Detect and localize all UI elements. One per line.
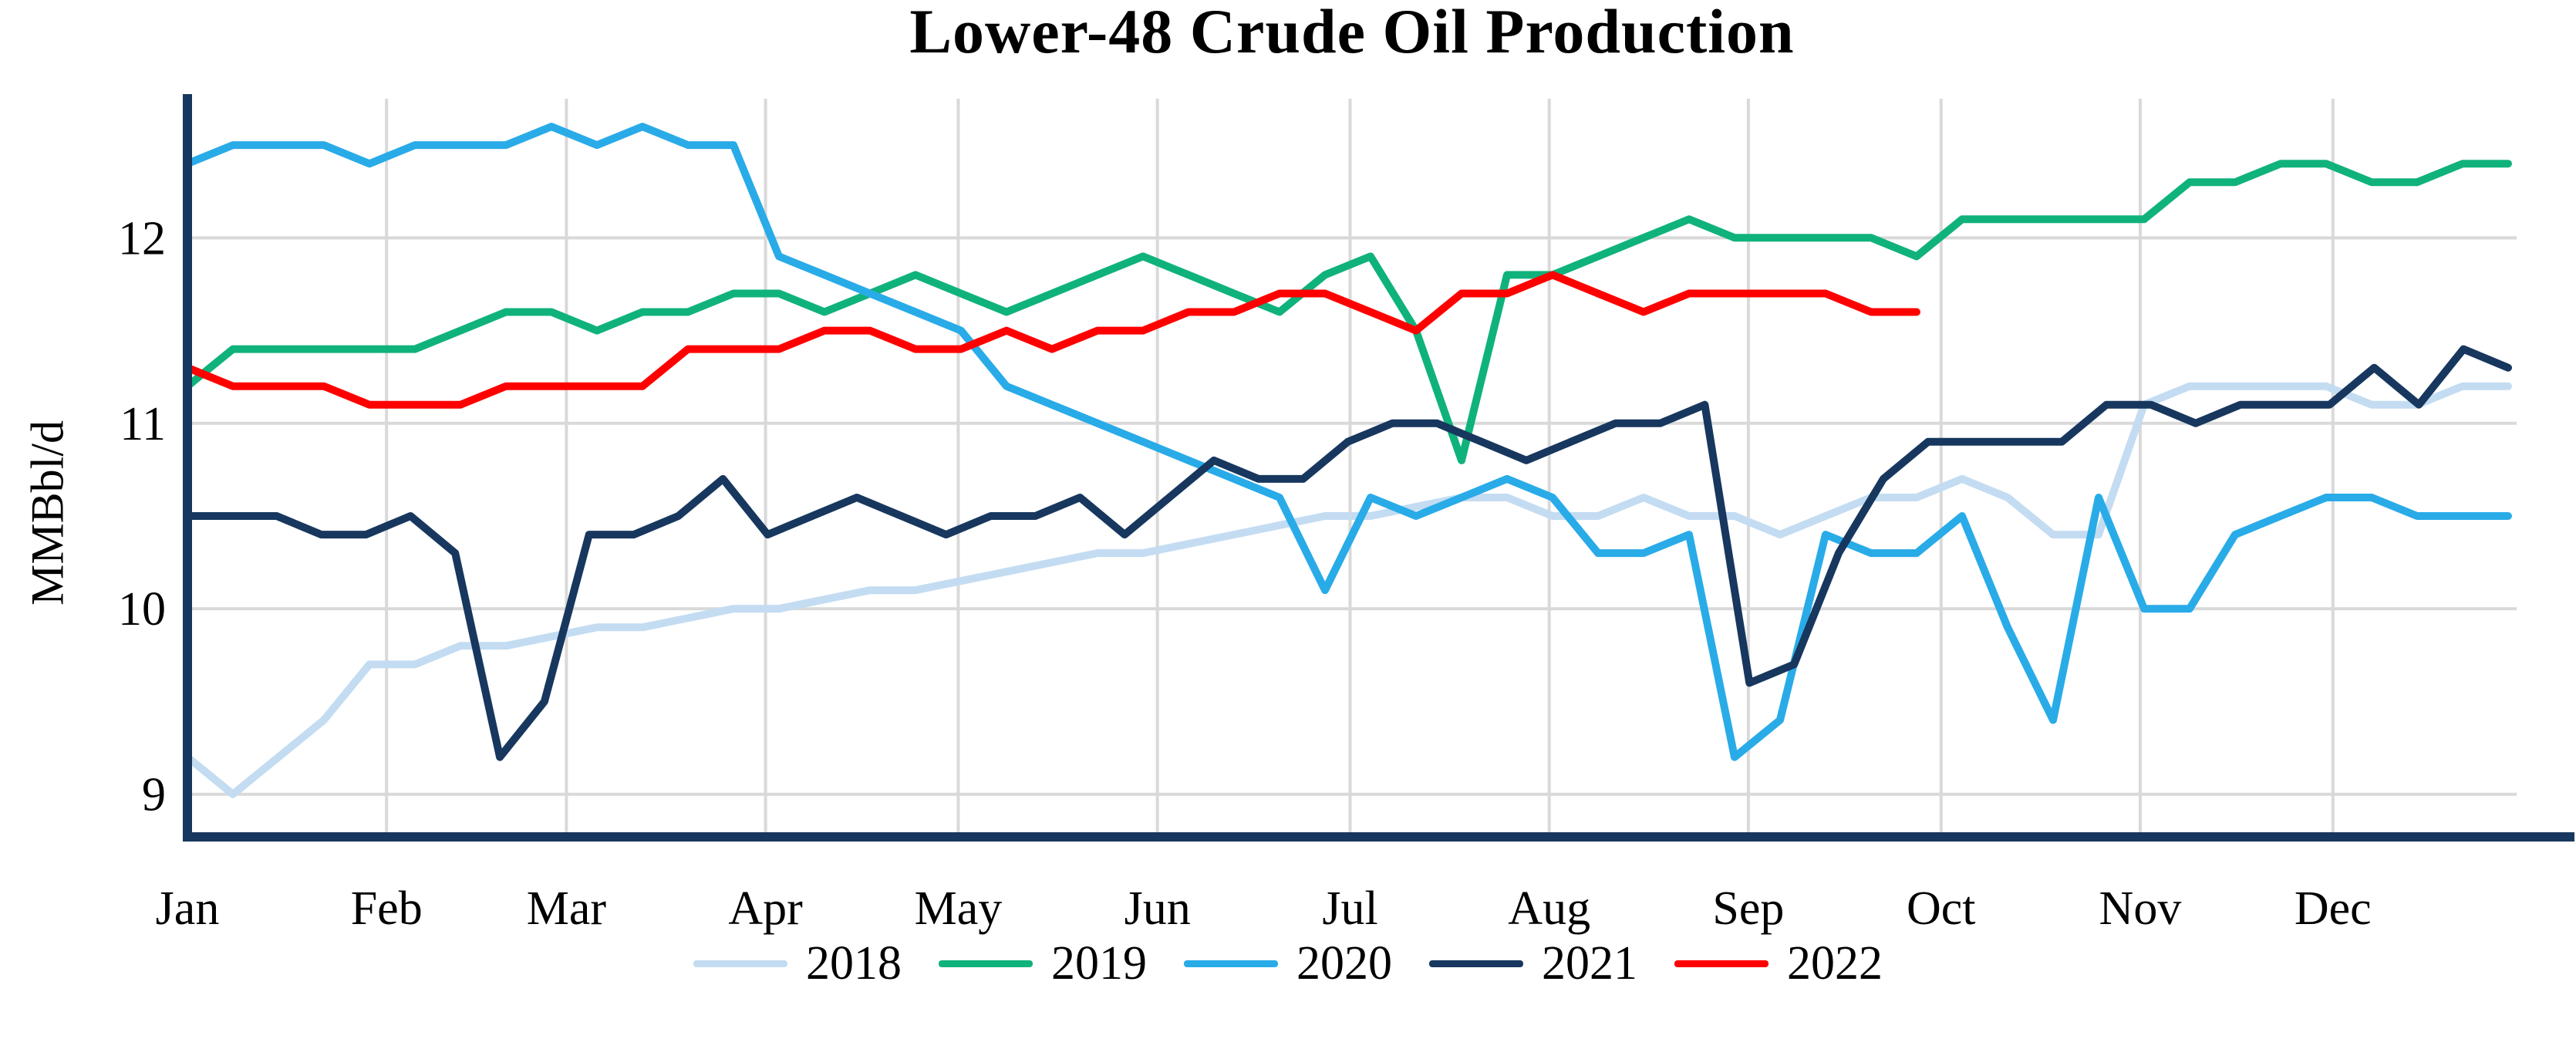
series-line-2022 xyxy=(184,271,1920,409)
y-tick-label: 12 xyxy=(118,212,166,265)
series-line-2019 xyxy=(184,160,2512,464)
y-tick-label: 11 xyxy=(120,398,166,450)
legend-label: 2020 xyxy=(1296,937,1392,990)
legend-label: 2018 xyxy=(806,937,902,990)
legend-label: 2022 xyxy=(1787,937,1883,990)
x-tick-label: Mar xyxy=(527,882,607,935)
series-line-2021 xyxy=(184,345,2512,761)
x-tick-label: Feb xyxy=(351,882,423,935)
x-tick-label: May xyxy=(915,882,1003,935)
y-tick-label: 10 xyxy=(118,583,166,636)
y-tick-label: 9 xyxy=(142,769,166,821)
chart-legend: 2018 2019 2020 2021 2022 xyxy=(0,939,2576,987)
x-tick-label: Dec xyxy=(2294,882,2372,935)
legend-item-2019: 2019 xyxy=(939,939,1147,987)
chart-title: Lower-48 Crude Oil Production xyxy=(909,0,1795,66)
legend-item-2018: 2018 xyxy=(693,939,902,987)
x-tick-label: Jan xyxy=(156,882,220,935)
x-tick-label: Sep xyxy=(1712,882,1784,935)
x-tick-label: Jul xyxy=(1322,882,1377,935)
x-tick-label: Apr xyxy=(728,882,803,935)
legend-label: 2021 xyxy=(1542,937,1637,990)
legend-swatch-2019 xyxy=(939,960,1033,967)
legend-item-2021: 2021 xyxy=(1429,939,1637,987)
x-tick-label: Oct xyxy=(1907,882,1976,935)
x-tick-label: Nov xyxy=(2099,882,2182,935)
legend-swatch-2021 xyxy=(1429,960,1523,967)
legend-item-2020: 2020 xyxy=(1184,939,1392,987)
legend-swatch-2020 xyxy=(1184,960,1278,967)
legend-swatch-2022 xyxy=(1674,960,1768,967)
x-tick-label: Jun xyxy=(1124,882,1191,935)
series-line-2020 xyxy=(184,123,2512,761)
legend-label: 2019 xyxy=(1051,937,1147,990)
x-tick-label: Aug xyxy=(1508,882,1590,935)
legend-swatch-2018 xyxy=(693,960,787,967)
legend-item-2022: 2022 xyxy=(1674,939,1883,987)
series-line-2018 xyxy=(184,382,2512,798)
